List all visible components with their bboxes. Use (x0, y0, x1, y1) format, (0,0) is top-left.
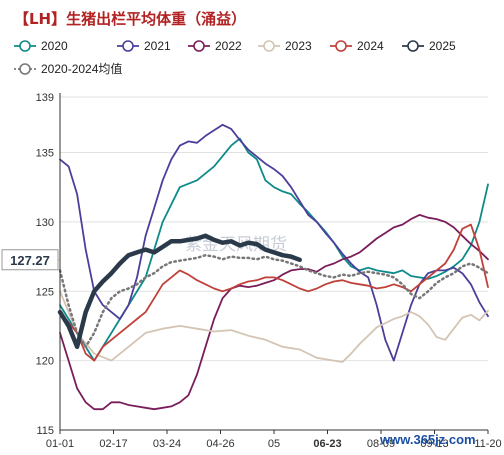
x-tick-label: 11-20 (474, 438, 501, 450)
series-line-2020-2024均值 (58, 253, 490, 349)
legend: 2020 2021 2022 2023 2024 2025 2020-2024均值 (14, 39, 456, 76)
x-tick-label: 04-26 (206, 438, 234, 450)
grid (60, 96, 488, 431)
legend-item-2025[interactable]: 2025 (402, 39, 456, 53)
series-line-2025 (57, 233, 302, 350)
y-tick-label: 120 (36, 356, 54, 368)
y-tick-label: 130 (36, 217, 54, 229)
x-tick-label: 09-13 (420, 438, 448, 450)
x-tick-label: 06-23 (313, 438, 341, 450)
x-tick-label: 08-09 (367, 438, 395, 450)
axes: 115 120 125 130 135 139 01-01 02-17 03-24 04-26 05… (36, 92, 502, 450)
x-tick-label: 03-24 (153, 438, 181, 450)
legend-label: 2020-2024均值 (41, 61, 122, 76)
legend-label: 2025 (429, 39, 456, 53)
y-tick-label: 139 (36, 92, 54, 104)
series-line-2023 (59, 290, 489, 363)
series-group (57, 123, 490, 411)
y-tick-label: 125 (36, 286, 54, 298)
legend-marker (19, 63, 31, 75)
legend-item-2024[interactable]: 2024 (330, 39, 384, 53)
legend-marker (407, 40, 419, 52)
legend-marker (122, 40, 134, 52)
series-line-2021 (59, 123, 489, 362)
x-tick-label: 01-01 (46, 438, 74, 450)
legend-item-2020[interactable]: 2020 (14, 39, 68, 53)
source-url: www.365jz.com (379, 432, 476, 447)
legend-label: 2022 (215, 39, 242, 53)
legend-item-2021[interactable]: 2021 (117, 39, 171, 53)
series-line-2024 (59, 223, 489, 362)
legend-marker (19, 40, 31, 52)
legend-marker (263, 40, 275, 52)
legend-label: 2024 (357, 39, 384, 53)
legend-marker (335, 40, 347, 52)
legend-marker (193, 40, 205, 52)
x-tick-label: 02-17 (99, 438, 127, 450)
series-line-2022 (59, 213, 489, 411)
current-value-text: 127.27 (10, 253, 50, 268)
legend-item-2023[interactable]: 2023 (258, 39, 312, 53)
legend-item-2020-2024均值[interactable]: 2020-2024均值 (14, 61, 122, 76)
y-tick-label: 115 (36, 425, 54, 437)
legend-label: 2020 (41, 39, 68, 53)
legend-label: 2023 (285, 39, 312, 53)
legend-item-2022[interactable]: 2022 (188, 39, 242, 53)
legend-label: 2021 (144, 39, 171, 53)
x-tick-label: 05 (268, 438, 280, 450)
chart-title: 【LH】生猪出栏平均体重（涌益） (14, 10, 246, 28)
y-tick-label: 135 (36, 148, 54, 160)
current-value-label: 127.27 (1, 249, 60, 271)
